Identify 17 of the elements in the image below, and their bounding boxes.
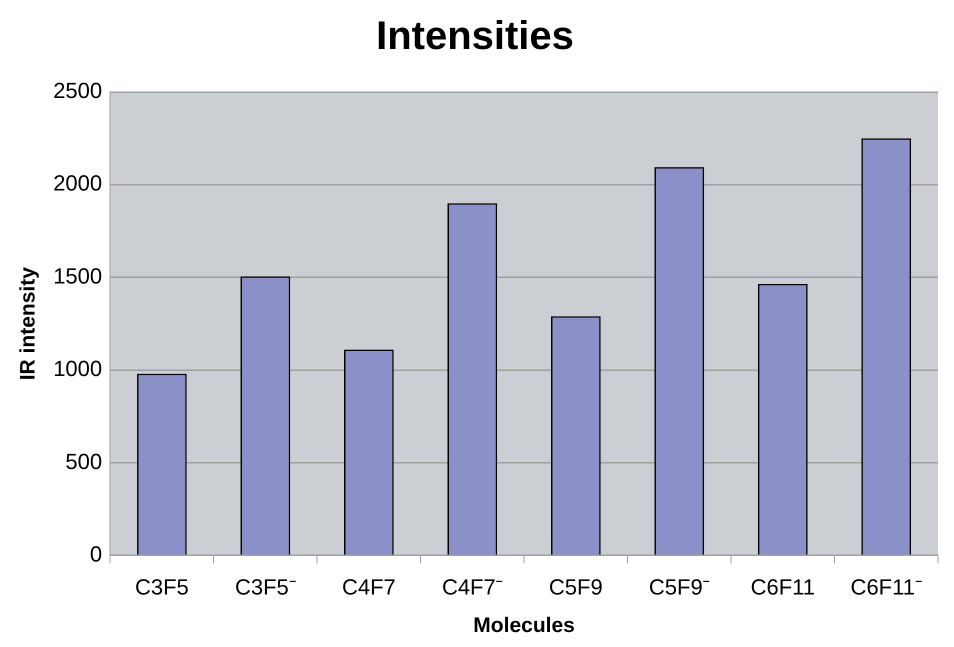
y-tick-label: 1000: [53, 356, 102, 382]
x-tick-label: C3F5⁻: [234, 574, 296, 600]
x-tick-label: C3F5: [134, 574, 189, 600]
y-axis-title: IR intensity: [16, 266, 40, 380]
x-tick-label: C6F11: [750, 574, 815, 600]
chart-title: Intensities: [376, 14, 574, 58]
x-tick-label: C4F7⁻: [442, 574, 503, 600]
x-tick-label: C5F9⁻: [648, 574, 710, 600]
y-tick-label: 500: [65, 448, 102, 474]
x-axis-title: Molecules: [473, 614, 575, 638]
y-tick-label: 0: [90, 541, 102, 566]
y-tick-label: 2500: [53, 78, 102, 104]
x-tick-label: C4F7: [342, 574, 396, 600]
y-tick-label: 2000: [53, 170, 102, 196]
x-tick-label: C5F9: [548, 574, 603, 600]
y-tick-label: 1500: [53, 263, 102, 288]
x-tick-label: C6F11⁻: [850, 574, 922, 600]
